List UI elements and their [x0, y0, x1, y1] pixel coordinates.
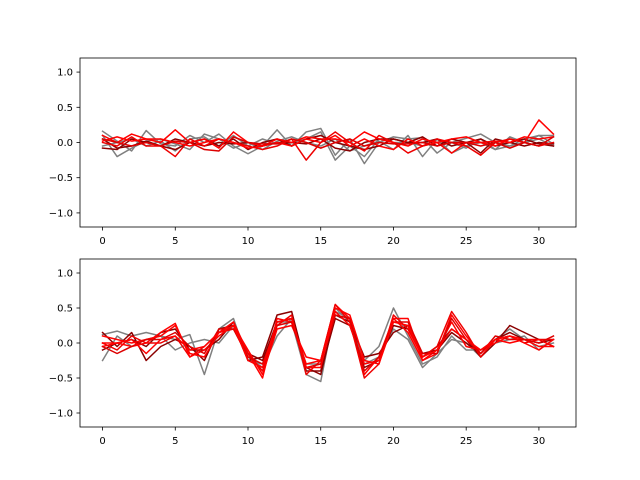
- x-tick-label: 30: [533, 436, 546, 447]
- x-tick-label: 0: [99, 436, 105, 447]
- series-line-6: [101, 303, 555, 379]
- x-tick-label: 5: [172, 236, 178, 247]
- x-tick-label: 10: [242, 436, 255, 447]
- x-tick-label: 20: [387, 436, 400, 447]
- axes-2: 0 5 10 15 20 25 30 −1.0 −0.5 0.0 0.5 1.0: [49, 258, 577, 447]
- series-line-7: [101, 131, 555, 161]
- y-tick-label: 1.0: [57, 68, 73, 79]
- x-tick-label: 15: [314, 236, 327, 247]
- y-tick-label: 0.0: [57, 339, 73, 350]
- x-tick-label: 5: [172, 436, 178, 447]
- x-tick-label: 15: [314, 436, 327, 447]
- x-tick-label: 20: [387, 236, 400, 247]
- y-tick-label: −0.5: [49, 173, 73, 184]
- axes-1: 0 5 10 15 20 25 30 −1.0 −0.5 0.0 0.5 1.0: [49, 57, 577, 247]
- series-group: [101, 119, 555, 165]
- x-tick-label: 25: [460, 436, 473, 447]
- series-line-9: [101, 307, 555, 369]
- x-tick-label: 25: [460, 236, 473, 247]
- y-tick-label: −1.0: [49, 409, 73, 420]
- x-tick-label: 0: [99, 236, 105, 247]
- y-tick-label: −1.0: [49, 208, 73, 219]
- y-tick-label: 0.5: [57, 103, 73, 114]
- x-tick-label: 10: [242, 236, 255, 247]
- y-tick-label: 1.0: [57, 269, 73, 280]
- series-line-8: [101, 131, 555, 149]
- y-tick-label: −0.5: [49, 374, 73, 385]
- series-group: [101, 303, 555, 383]
- y-tick-label: 0.0: [57, 138, 73, 149]
- x-tick-label: 30: [533, 236, 546, 247]
- y-tick-label: 0.5: [57, 304, 73, 315]
- series-line-5: [101, 138, 555, 152]
- series-line-9: [101, 135, 555, 152]
